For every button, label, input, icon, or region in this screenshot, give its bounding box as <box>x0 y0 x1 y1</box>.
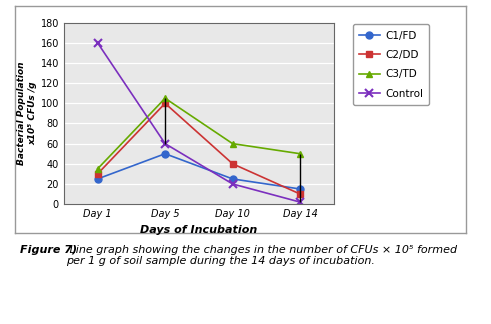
Control <box>95 41 101 45</box>
C1/FD <box>162 152 168 156</box>
X-axis label: Days of Incubation: Days of Incubation <box>140 225 257 235</box>
C1/FD <box>230 177 236 181</box>
Line: C2/DD: C2/DD <box>94 100 303 198</box>
Line: C1/FD: C1/FD <box>94 150 303 192</box>
C3/TD <box>162 96 168 100</box>
C2/DD <box>230 162 236 166</box>
Text: Figure 7): Figure 7) <box>20 245 77 255</box>
Control <box>162 142 168 145</box>
C1/FD <box>297 187 303 191</box>
C3/TD <box>95 167 101 171</box>
Control <box>230 182 236 186</box>
C2/DD <box>162 101 168 105</box>
C3/TD <box>230 142 236 145</box>
C2/DD <box>297 192 303 196</box>
Line: Control: Control <box>93 39 304 206</box>
C3/TD <box>297 152 303 156</box>
Y-axis label: Bacterial Population
x10⁵ CFUs /g: Bacterial Population x10⁵ CFUs /g <box>17 62 38 165</box>
Legend: C1/FD, C2/DD, C3/TD, Control: C1/FD, C2/DD, C3/TD, Control <box>353 24 429 105</box>
C1/FD <box>95 177 101 181</box>
Line: C3/TD: C3/TD <box>94 95 303 172</box>
C2/DD <box>95 172 101 176</box>
Text: Line graph showing the changes in the number of CFUs × 10⁵ formed
per 1 g of soi: Line graph showing the changes in the nu… <box>66 245 458 266</box>
Control <box>297 200 303 204</box>
